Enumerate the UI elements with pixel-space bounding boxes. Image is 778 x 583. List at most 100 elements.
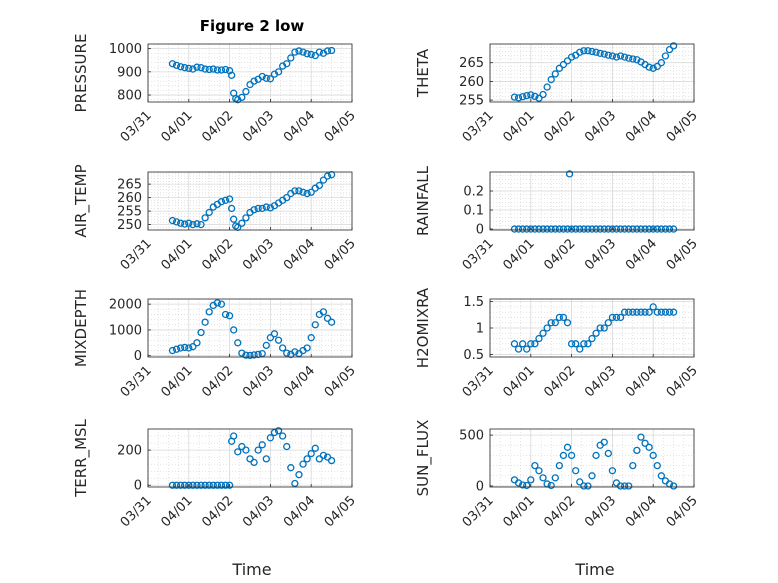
y-axis-label-terr_msl: TERR_MSL <box>72 418 91 497</box>
air_temp-point <box>323 172 332 180</box>
rainfall-point <box>565 170 574 178</box>
h2omixra-point <box>645 308 653 316</box>
pressure-point <box>193 63 201 71</box>
x-tick-label: 04/05 <box>664 363 701 400</box>
air_temp-point <box>225 195 234 203</box>
y-tick-label: 250 <box>117 218 142 233</box>
axes-box <box>147 43 353 103</box>
y-axis-label-mixdepth: MIXDEPTH <box>72 289 90 367</box>
y-tick-label: 0.1 <box>463 204 484 219</box>
sun_flux-point <box>567 451 576 460</box>
x-tick-label: 04/04 <box>623 363 660 400</box>
axes-box <box>489 171 695 231</box>
y-axis-label-air_temp: AIR_TEMP <box>72 164 91 237</box>
y-axis-label-h2omixra: H2OMIXRA <box>414 287 432 368</box>
theta-point <box>649 64 657 72</box>
air_temp-point <box>230 215 238 223</box>
y-tick-label: 0 <box>476 479 484 494</box>
terr_msl-point <box>181 481 189 489</box>
h2omixra-point <box>580 340 588 348</box>
air_temp-point <box>197 220 205 229</box>
x-tick-label: 04/03 <box>240 236 277 273</box>
y-tick-label: 1000 <box>109 323 142 338</box>
y-tick-label: 0 <box>134 479 142 494</box>
pressure-point <box>185 64 193 73</box>
sun_flux-point <box>563 443 572 451</box>
plot-area <box>490 44 694 102</box>
theta-point <box>661 52 670 60</box>
mixdepth-point <box>197 328 205 337</box>
h2omixra-point <box>592 329 600 337</box>
air_temp-point <box>315 181 324 190</box>
terr_msl-point <box>283 442 291 451</box>
pressure-point <box>315 48 324 56</box>
rainfall-point <box>543 225 551 233</box>
theta-point <box>584 47 592 55</box>
y-axis-label-pressure: PRESSURE <box>72 34 90 113</box>
rainfall-point <box>649 225 657 233</box>
rainfall-point <box>555 225 564 233</box>
theta-point <box>596 49 604 58</box>
mixdepth-point <box>189 343 197 351</box>
rainfall-point <box>604 225 612 233</box>
mixdepth-point <box>205 308 213 316</box>
theta-point <box>523 91 531 100</box>
rainfall-point <box>527 225 535 233</box>
air_temp-point <box>217 198 226 206</box>
h2omixra-point <box>567 340 576 348</box>
mixdepth-point <box>291 348 299 356</box>
h2omixra-point <box>588 334 596 343</box>
h2omixra-point <box>576 345 584 353</box>
subplot-pressure: 800 900 1000 03/31 04/01 04/02 04/03 04/04 04/05… <box>72 34 359 146</box>
air_temp-point <box>242 214 250 222</box>
y-tick-label: 2000 <box>109 298 142 313</box>
mixdepth-point <box>176 344 185 352</box>
x-tick-label: 04/01 <box>501 108 538 145</box>
x-tick-label: 04/01 <box>501 493 538 530</box>
h2omixra-point <box>555 313 564 322</box>
terr_msl-point <box>176 481 185 489</box>
pressure-point <box>227 71 236 79</box>
x-tick-label: 04/03 <box>240 363 277 400</box>
air_temp-point <box>319 176 328 184</box>
theta-point <box>510 93 519 101</box>
terr_msl-point <box>327 456 336 465</box>
rainfall-point <box>625 225 633 233</box>
pressure-point <box>238 93 246 102</box>
rainfall-point <box>653 225 661 233</box>
h2omixra-point <box>665 308 674 316</box>
mixdepth-point <box>238 349 246 357</box>
terr_msl-point <box>299 460 307 468</box>
terr_msl-point <box>246 455 254 463</box>
terr_msl-point <box>323 453 332 461</box>
h2omixra-point <box>604 319 612 327</box>
pressure-point <box>217 66 226 74</box>
x-tick-label: 04/04 <box>281 363 318 400</box>
mixdepth-point <box>323 314 332 322</box>
theta-point <box>551 70 559 78</box>
subplot-mixdepth: 0 1000 2000 03/31 04/01 04/02 04/03 04/04 04/05 M… <box>72 289 359 400</box>
rainfall-point <box>567 225 576 233</box>
x-axis-label-right: Time <box>574 560 614 579</box>
theta-point <box>531 92 539 101</box>
pressure-point <box>307 50 315 59</box>
terr_msl-point <box>225 481 234 489</box>
air_temp-point <box>193 220 201 228</box>
terr_msl-point <box>217 481 226 489</box>
x-tick-label: 04/01 <box>501 236 538 273</box>
x-tick-label: 04/05 <box>322 363 359 400</box>
x-tick-label: 04/01 <box>159 363 196 400</box>
terr_msl-point <box>258 441 266 449</box>
mixdepth-point <box>217 300 226 308</box>
sun_flux-point <box>547 481 555 490</box>
theta-point <box>514 94 523 102</box>
h2omixra-point <box>518 340 527 348</box>
air_temp-point <box>307 188 315 196</box>
theta-point <box>555 64 564 72</box>
terr_msl-point <box>315 455 324 463</box>
pressure-point <box>176 63 185 71</box>
terr_msl-point <box>287 464 295 472</box>
terr_msl-point <box>221 481 230 489</box>
theta-point <box>604 51 612 59</box>
